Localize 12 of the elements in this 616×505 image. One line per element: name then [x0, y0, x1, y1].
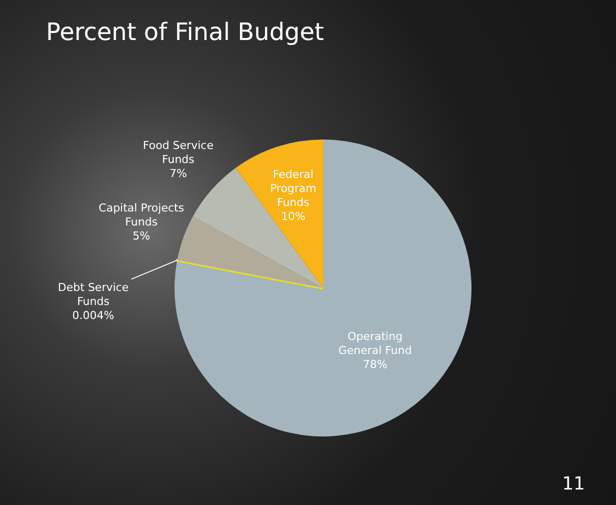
slice-label: Debt Service Funds	[58, 281, 129, 308]
slice-label: Operating General Fund	[338, 330, 412, 357]
text: 11	[562, 474, 585, 495]
slice-label: Food Service Funds	[142, 139, 214, 166]
data-label: 10%	[280, 210, 306, 224]
chart-title: Percent of Final Budget	[46, 18, 324, 46]
data-label: 5%	[132, 229, 150, 242]
slice-label: Federal Program Funds	[270, 168, 316, 210]
data-label: 0.004%	[72, 309, 114, 322]
data-label: 7%	[169, 167, 187, 180]
slice-label: Capital Projects Funds	[98, 201, 184, 228]
data-label: 78%	[362, 358, 388, 371]
